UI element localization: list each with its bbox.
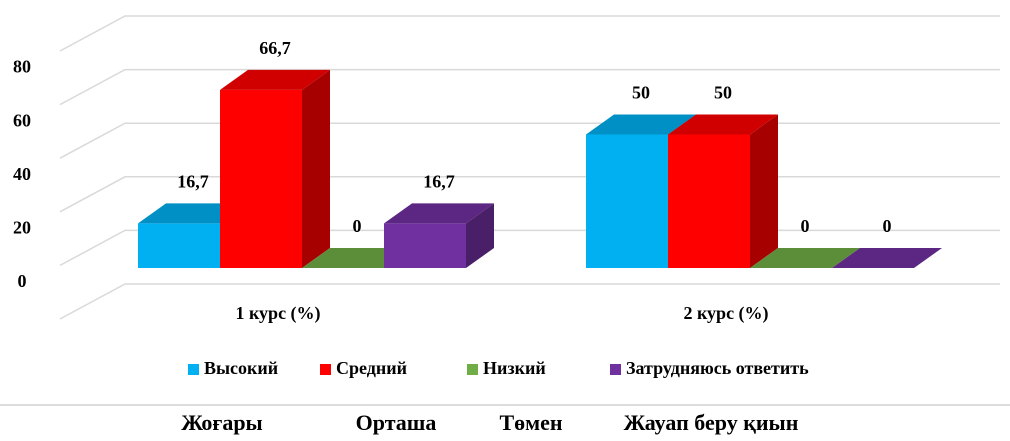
bar-side xyxy=(750,114,778,268)
bar-top xyxy=(220,69,330,90)
plot-frame xyxy=(59,15,1000,52)
data-label: 66,7 xyxy=(259,38,291,58)
legend-swatch xyxy=(320,364,331,375)
data-label: 50 xyxy=(632,83,650,103)
bar-side xyxy=(302,69,330,268)
legend-label: Затрудняюсь ответить xyxy=(626,358,809,378)
bar-side xyxy=(466,203,494,268)
bar-front xyxy=(384,223,466,268)
y-tick-label: 20 xyxy=(13,218,31,238)
legend-label: Низкий xyxy=(483,358,546,378)
bar-front xyxy=(138,223,220,268)
bar-top xyxy=(586,114,696,135)
x-tick-label: 2 курс (%) xyxy=(683,303,768,324)
x-tick-label: 1 курс (%) xyxy=(235,303,320,324)
legend-label: Высокий xyxy=(204,358,278,378)
grid-line xyxy=(59,68,1000,106)
bar-front xyxy=(586,134,668,268)
bar-top xyxy=(832,248,942,268)
grid-line xyxy=(59,283,1000,320)
y-tick-label: 0 xyxy=(18,271,27,291)
bar-top xyxy=(384,203,494,224)
footer-label: Орташа xyxy=(356,410,437,435)
bar-front xyxy=(668,134,750,268)
data-label: 0 xyxy=(801,216,810,236)
data-label: 0 xyxy=(883,216,892,236)
bar-top xyxy=(668,114,778,135)
bar-front xyxy=(220,89,302,268)
legend-swatch xyxy=(467,364,478,375)
legend-swatch xyxy=(188,364,199,375)
footer-label: Төмен xyxy=(499,410,562,435)
data-label: 16,7 xyxy=(177,172,209,192)
data-label: 50 xyxy=(714,83,732,103)
legend-swatch xyxy=(610,364,621,375)
grid-line xyxy=(59,122,1000,159)
data-label: 16,7 xyxy=(423,172,455,192)
y-tick-label: 40 xyxy=(13,164,31,184)
footer-label: Жоғары xyxy=(181,410,263,435)
bar-top xyxy=(750,248,860,268)
footer-label: Жауап беру қиын xyxy=(624,410,799,435)
legend-label: Средний xyxy=(336,358,407,378)
y-tick-label: 60 xyxy=(13,110,31,130)
y-tick-label: 80 xyxy=(13,57,31,77)
data-label: 0 xyxy=(353,216,362,236)
